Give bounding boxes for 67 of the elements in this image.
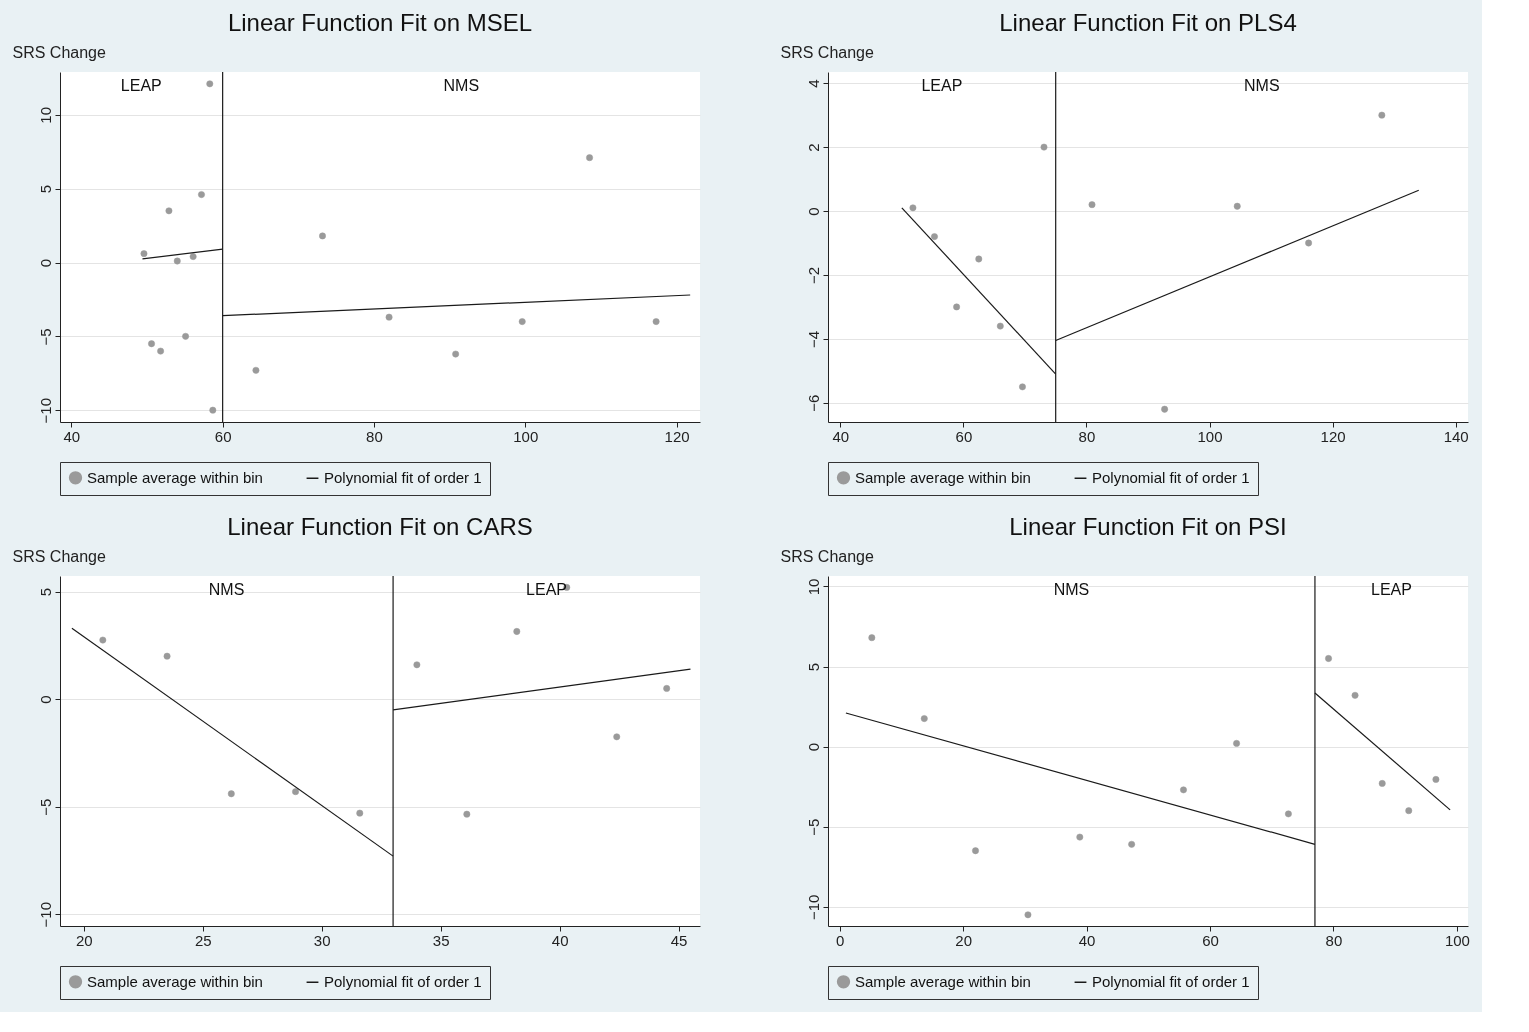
x-tick-label: 120: [664, 427, 690, 445]
annotation: LEAP: [1371, 581, 1412, 598]
annotation: NMS: [1244, 77, 1280, 94]
x-tick-label: 45: [670, 931, 688, 949]
x-tick-label: 80: [1325, 931, 1343, 949]
chart-title: Linear Function Fit on MSEL: [227, 9, 533, 36]
y-tick-label: 0: [804, 207, 822, 216]
y-tick-label: −10: [36, 397, 54, 424]
x-tick-label: 100: [1444, 931, 1470, 949]
x-tick-label: 20: [955, 931, 972, 949]
y-tick-label: −4: [804, 330, 822, 348]
x-tick-label: 120: [1320, 427, 1346, 445]
y-tick-label: 5: [36, 184, 54, 194]
x-tick-label: 100: [513, 427, 539, 445]
x-tick-label: 20: [75, 931, 93, 949]
annotation: NMS: [443, 77, 480, 94]
y-axis-title: SRS Change: [780, 547, 874, 565]
y-tick-label: 10: [36, 106, 54, 124]
y-tick-label: −2: [804, 266, 822, 285]
annotation: NMS: [208, 581, 245, 598]
y-tick-label: −5: [36, 798, 54, 816]
annotation: LEAP: [921, 77, 963, 94]
x-tick-label: 140: [1443, 427, 1469, 445]
legend-label: Polynomial fit of order 1: [1092, 469, 1250, 487]
x-tick-label: 80: [366, 427, 383, 445]
x-tick-label: 80: [1078, 427, 1096, 445]
chart-title: Linear Function Fit on PSI: [1009, 513, 1287, 540]
y-axis-title: SRS Change: [12, 547, 106, 565]
y-tick-label: −10: [36, 901, 54, 928]
y-axis-title: SRS Change: [780, 43, 874, 61]
chart-title: Linear Function Fit on PLS4: [999, 9, 1297, 36]
y-tick-label: −6: [804, 394, 822, 412]
x-tick-label: 40: [63, 427, 81, 445]
annotation: LEAP: [526, 581, 567, 598]
legend-label: Sample average within bin: [87, 972, 263, 990]
x-tick-label: 40: [551, 931, 569, 949]
x-tick-label: 30: [313, 931, 331, 949]
y-tick-label: 10: [804, 578, 822, 596]
x-tick-label: 35: [432, 931, 450, 949]
y-tick-label: 0: [36, 695, 54, 704]
y-axis-title: SRS Change: [12, 43, 106, 61]
x-tick-label: 60: [214, 427, 232, 445]
x-tick-label: 40: [832, 427, 850, 445]
y-tick-label: −5: [804, 818, 822, 836]
y-tick-label: 5: [36, 588, 54, 597]
x-tick-label: 60: [1202, 931, 1219, 949]
y-tick-label: 0: [804, 742, 822, 752]
legend-label: Sample average within bin: [87, 468, 263, 486]
x-tick-label: 25: [194, 931, 212, 949]
legend-label: Polynomial fit of order 1: [324, 973, 482, 991]
legend-label: Sample average within bin: [855, 468, 1031, 486]
legend-label: Polynomial fit of order 1: [324, 469, 482, 487]
legend-label: Polynomial fit of order 1: [1092, 973, 1250, 991]
x-tick-label: 40: [1078, 931, 1096, 949]
annotation: LEAP: [120, 77, 162, 94]
annotation: NMS: [1053, 581, 1090, 598]
x-tick-label: 100: [1197, 427, 1223, 445]
y-tick-label: 0: [36, 258, 54, 268]
y-tick-label: 5: [804, 662, 822, 672]
y-tick-label: −10: [804, 894, 822, 920]
y-tick-label: −5: [36, 328, 54, 346]
legend-label: Sample average within bin: [855, 972, 1031, 990]
x-tick-label: 60: [955, 427, 973, 445]
x-tick-label: 0: [836, 931, 845, 949]
y-tick-label: 4: [804, 79, 822, 88]
y-tick-label: 2: [804, 143, 822, 152]
chart-title: Linear Function Fit on CARS: [227, 513, 533, 540]
